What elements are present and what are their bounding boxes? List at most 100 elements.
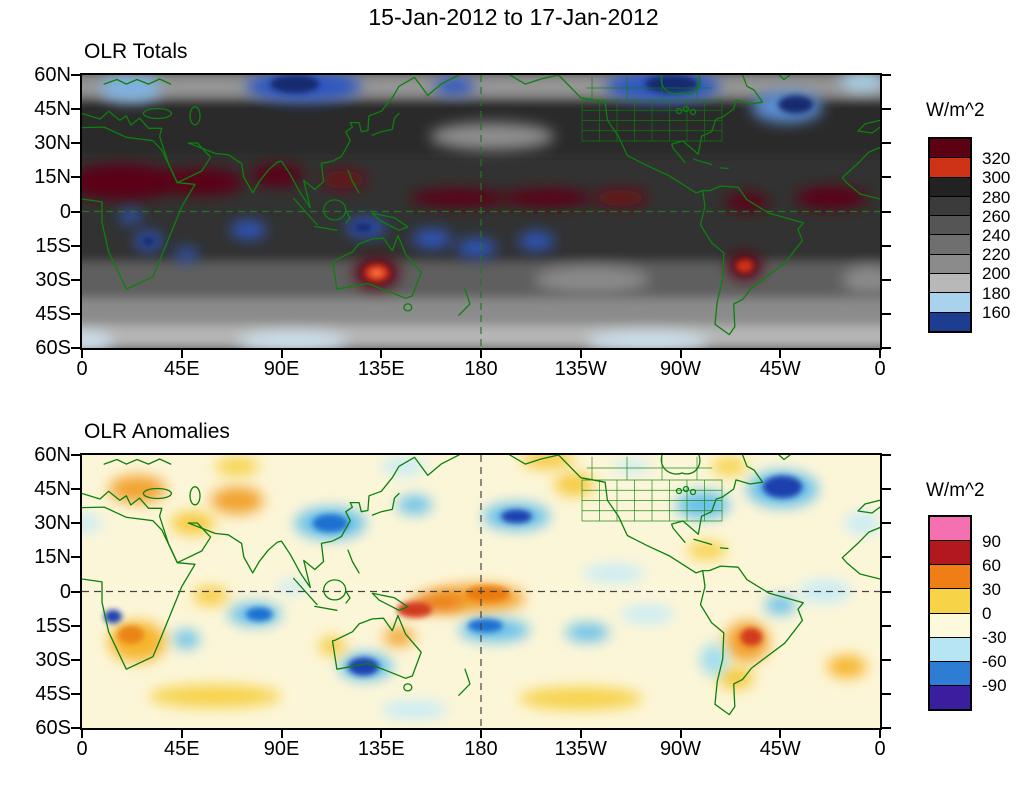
colorbar-segment bbox=[930, 139, 970, 159]
y-axis-tick bbox=[71, 312, 80, 315]
y-axis-label: 30N bbox=[34, 512, 71, 535]
colorbar-label: 180 bbox=[982, 283, 1011, 303]
x-axis-label: 135E bbox=[357, 738, 405, 760]
y-axis-label: 15S bbox=[35, 614, 71, 637]
y-axis-tick-right bbox=[882, 658, 891, 661]
colorbar-totals bbox=[928, 137, 972, 333]
x-axis-label: 45E bbox=[163, 738, 200, 760]
colorbar-segment bbox=[930, 274, 970, 294]
x-axis-tick bbox=[81, 730, 83, 738]
y-axis-tick bbox=[71, 692, 80, 695]
x-axis-label: 90E bbox=[263, 738, 300, 760]
y-axis-tick-right bbox=[882, 312, 891, 315]
y-axis-tick bbox=[71, 624, 80, 627]
colorbar-units-anomalies: W/m^2 bbox=[926, 480, 985, 501]
x-axis-tick bbox=[779, 350, 782, 358]
colorbar-segment bbox=[930, 196, 970, 217]
x-axis-tick bbox=[280, 730, 283, 738]
x-axis-label: 135E bbox=[357, 358, 405, 380]
x-axis-tick bbox=[679, 730, 682, 738]
x-axis-label: 0 bbox=[76, 738, 88, 760]
y-axis-tick-right bbox=[882, 108, 891, 111]
y-axis-tick bbox=[71, 244, 80, 247]
y-axis-label: 15S bbox=[35, 234, 71, 257]
colorbar-segment bbox=[930, 541, 970, 566]
x-axis-tick bbox=[380, 350, 383, 358]
y-axis-tick bbox=[71, 176, 80, 179]
y-axis-label: 45N bbox=[34, 478, 71, 501]
x-axis-tick bbox=[879, 350, 881, 358]
colorbar-segment bbox=[930, 589, 970, 614]
colorbar-segment bbox=[930, 216, 970, 236]
x-axis-label: 0 bbox=[874, 358, 886, 380]
y-axis-tick bbox=[71, 522, 80, 525]
colorbar-label: 60 bbox=[982, 556, 1001, 575]
y-axis-tick-right bbox=[882, 522, 891, 525]
olr-totals-map bbox=[80, 73, 882, 350]
x-axis-tick bbox=[679, 350, 682, 358]
y-axis-tick-right bbox=[882, 624, 891, 627]
x-axis-label: 135W bbox=[554, 358, 607, 380]
y-axis-tick-right bbox=[882, 278, 891, 281]
y-axis-label: 15N bbox=[34, 166, 71, 189]
y-axis-tick bbox=[71, 727, 80, 729]
colorbar-label: -60 bbox=[982, 652, 1007, 671]
x-axis-label: 135W bbox=[554, 738, 607, 760]
y-axis-tick-right bbox=[882, 347, 891, 349]
panel-title-totals: OLR Totals bbox=[84, 40, 188, 63]
colorbar-label: -30 bbox=[982, 628, 1007, 647]
x-axis-tick bbox=[280, 350, 283, 358]
y-axis-tick-right bbox=[882, 142, 891, 145]
y-axis-tick bbox=[71, 454, 80, 456]
y-axis-tick-right bbox=[882, 74, 891, 76]
x-axis-tick bbox=[480, 350, 482, 358]
y-axis-tick-right bbox=[882, 488, 891, 491]
colorbar-label: 200 bbox=[982, 264, 1011, 284]
y-axis-tick bbox=[71, 488, 80, 491]
y-axis-label: 60N bbox=[34, 64, 71, 86]
y-axis-tick-right bbox=[882, 692, 891, 695]
y-axis-label: 45S bbox=[35, 302, 71, 325]
x-axis-tick bbox=[180, 730, 183, 738]
x-axis-label: 0 bbox=[874, 738, 886, 760]
x-axis-label: 90W bbox=[659, 358, 702, 380]
y-axis-label: 45N bbox=[34, 98, 71, 121]
colorbar-segment bbox=[930, 158, 970, 178]
y-axis-tick bbox=[71, 556, 80, 559]
y-axis-label: 60S bbox=[35, 337, 71, 359]
map-canvas bbox=[82, 75, 880, 348]
x-axis-label: 45W bbox=[759, 738, 801, 760]
colorbar-segment bbox=[930, 235, 970, 255]
colorbar-label: 240 bbox=[982, 226, 1011, 245]
y-axis-tick-right bbox=[882, 176, 891, 179]
y-axis-label: 0 bbox=[59, 200, 71, 223]
colorbar-label: -90 bbox=[982, 676, 1007, 695]
y-axis-tick bbox=[71, 142, 80, 145]
y-axis-tick-right bbox=[882, 210, 891, 213]
colorbar-segment bbox=[930, 637, 970, 662]
x-axis-tick bbox=[579, 730, 582, 738]
x-axis-tick bbox=[81, 350, 83, 358]
colorbar-label: 300 bbox=[982, 168, 1011, 188]
y-axis-tick bbox=[71, 210, 80, 213]
olr-anomalies-map bbox=[80, 453, 882, 730]
map-canvas bbox=[82, 455, 880, 728]
colorbar-segment bbox=[930, 661, 970, 686]
y-axis-tick-right bbox=[882, 727, 891, 729]
y-axis-tick-right bbox=[882, 556, 891, 559]
y-axis-tick bbox=[71, 278, 80, 281]
x-axis-label: 180 bbox=[464, 738, 498, 760]
state-borders bbox=[581, 456, 723, 522]
x-axis-label: 45E bbox=[163, 358, 200, 380]
coastlines bbox=[82, 455, 880, 716]
y-axis-label: 15N bbox=[34, 546, 71, 569]
y-axis-label: 30N bbox=[34, 132, 71, 155]
y-axis-label: 30S bbox=[35, 648, 71, 671]
colorbar-anomalies bbox=[928, 515, 972, 711]
y-axis-tick bbox=[71, 108, 80, 111]
y-axis-label: 60N bbox=[34, 444, 71, 466]
state-borders bbox=[581, 76, 723, 142]
colorbar-segment bbox=[930, 293, 970, 313]
x-axis-label: 90E bbox=[263, 358, 300, 380]
colorbar-segment bbox=[930, 613, 970, 638]
